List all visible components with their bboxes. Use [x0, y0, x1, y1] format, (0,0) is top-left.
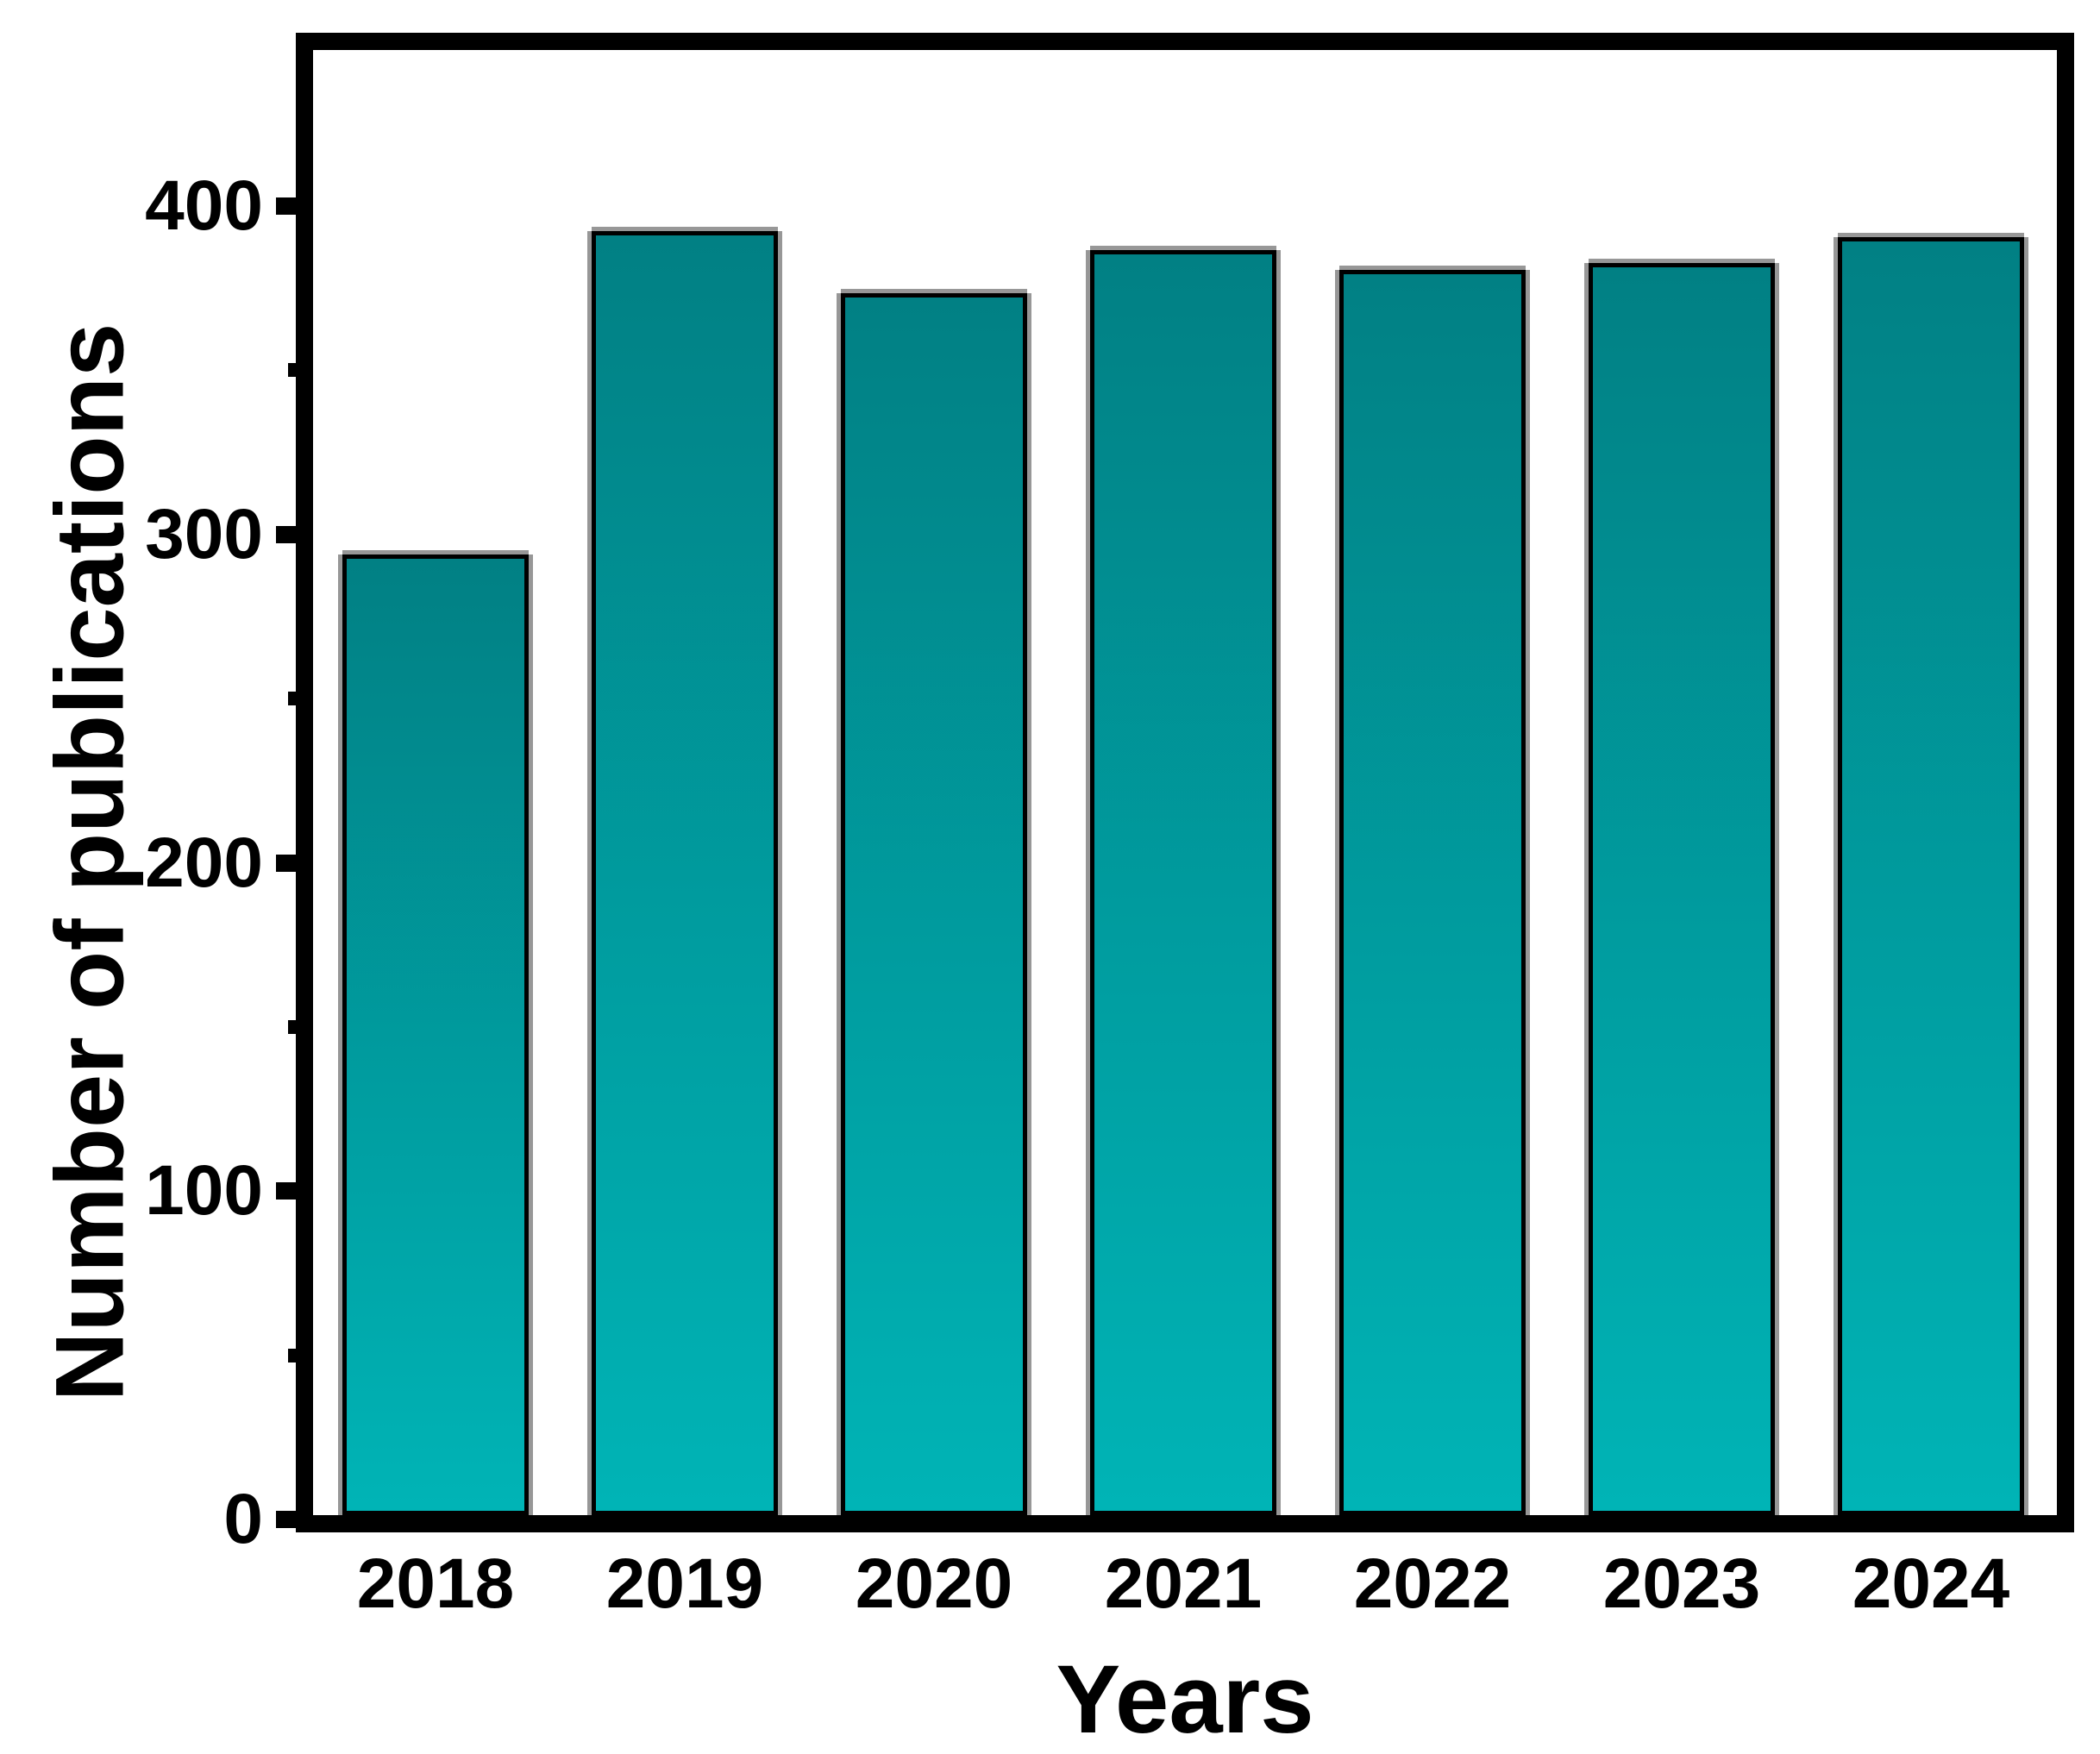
y-minor-tick-350	[288, 363, 298, 378]
x-tick-label-2020: 2020	[855, 1544, 1013, 1623]
y-major-tick-300	[276, 525, 298, 543]
x-tick-label-2023: 2023	[1602, 1544, 1761, 1623]
y-major-tick-200	[276, 854, 298, 872]
y-tick-label-300: 300	[145, 494, 263, 573]
x-axis-title: Years	[1056, 1645, 1314, 1753]
y-tick-label-0: 0	[223, 1480, 263, 1558]
bar-2022	[1339, 270, 1526, 1515]
y-tick-label-400: 400	[145, 166, 263, 245]
plot-frame	[296, 33, 2074, 1532]
y-minor-tick-150	[288, 1019, 298, 1034]
bar-2020	[841, 293, 1027, 1515]
x-tick-label-2018: 2018	[356, 1544, 515, 1623]
y-minor-tick-50	[288, 1348, 298, 1362]
bar-2021	[1090, 250, 1276, 1515]
x-tick-label-2021: 2021	[1104, 1544, 1263, 1623]
bar-2019	[592, 231, 778, 1515]
x-tick-label-2022: 2022	[1353, 1544, 1512, 1623]
bar-2018	[342, 554, 529, 1515]
y-minor-tick-250	[288, 692, 298, 706]
bars-layer	[313, 50, 2057, 1515]
x-tick-label-2019: 2019	[605, 1544, 764, 1623]
y-tick-label-200: 200	[145, 823, 263, 902]
bar-2023	[1589, 263, 1775, 1515]
y-major-tick-0	[276, 1511, 298, 1528]
y-major-tick-400	[276, 197, 298, 215]
y-tick-label-100: 100	[145, 1151, 263, 1231]
bar-2024	[1838, 237, 2024, 1515]
x-tick-label-2024: 2024	[1852, 1544, 2010, 1623]
y-major-tick-100	[276, 1182, 298, 1200]
